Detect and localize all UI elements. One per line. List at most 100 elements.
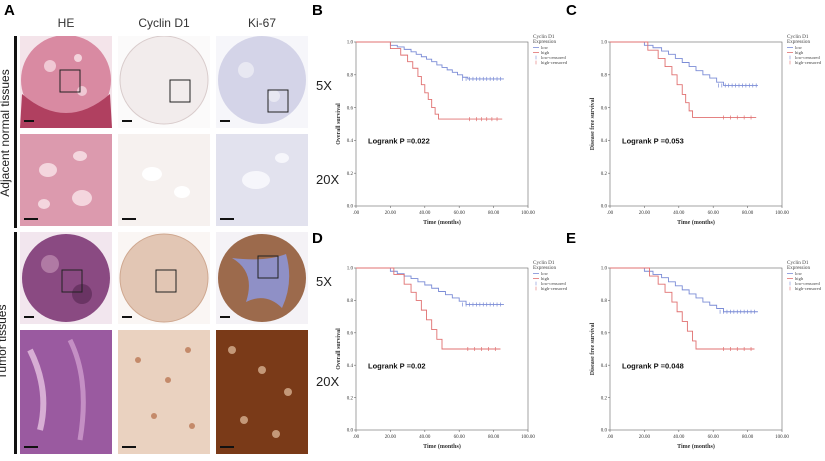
x-tick-label: .00 bbox=[353, 435, 360, 440]
series-line-high bbox=[356, 41, 503, 120]
x-axis-label: Time (months) bbox=[677, 443, 715, 450]
legend-entry: low bbox=[795, 271, 803, 276]
legend-title-line2: Expression bbox=[533, 39, 556, 45]
y-axis-label: Overall survival bbox=[336, 328, 342, 370]
y-tick-label: 0.4 bbox=[347, 364, 354, 369]
plot-frame bbox=[609, 41, 783, 207]
legend-entry: high bbox=[541, 276, 550, 281]
legend-title-line2: Expression bbox=[533, 265, 556, 271]
x-tick-label: 100.00 bbox=[521, 211, 535, 216]
x-tick-label: 80.00 bbox=[742, 211, 754, 216]
km-chart-d: 0.0 0.2 0.4 0.6 0.8 1.0 .00 20.00 40.00 60.00 80.0… bbox=[330, 248, 568, 456]
x-tick-label: 60.00 bbox=[708, 211, 720, 216]
x-tick-label: 60.00 bbox=[454, 435, 466, 440]
x-tick-label: 80.00 bbox=[742, 435, 754, 440]
x-tick-label: 100.00 bbox=[775, 211, 789, 216]
image-tumor-ki67-5x bbox=[216, 232, 308, 324]
panel-e-letter: E bbox=[566, 230, 577, 247]
image-normal-ki67-20x bbox=[216, 134, 308, 226]
magnification-tumor-5x: 5X bbox=[316, 274, 332, 289]
km-chart-b: 0.0 0.2 0.4 0.6 0.8 1.0 .00 20.00 40.00 60.00 80.0… bbox=[330, 22, 568, 232]
logrank-pvalue: Logrank P =0.053 bbox=[622, 137, 684, 146]
legend-title-line2: Expression bbox=[787, 265, 810, 271]
x-axis-label: Time (months) bbox=[677, 219, 715, 226]
plot-frame bbox=[355, 41, 529, 207]
legend-entry: high-censored bbox=[795, 60, 822, 65]
image-tumor-cyclin-20x bbox=[118, 330, 210, 454]
magnification-normal-20x: 20X bbox=[316, 172, 340, 187]
legend-entry: low-censored bbox=[795, 281, 820, 286]
x-tick-label: 20.00 bbox=[639, 211, 651, 216]
image-tumor-he-5x bbox=[20, 232, 112, 324]
y-tick-label: 0.0 bbox=[601, 429, 608, 434]
y-tick-label: 0.8 bbox=[601, 74, 608, 79]
x-tick-label: .00 bbox=[607, 211, 614, 216]
image-normal-cyclin-20x bbox=[118, 134, 210, 226]
x-tick-label: 60.00 bbox=[454, 211, 466, 216]
series-line-low bbox=[610, 267, 758, 313]
panel-c-letter: C bbox=[566, 2, 577, 19]
legend-title: Cyclin D1 bbox=[533, 34, 555, 40]
y-tick-label: 0.0 bbox=[601, 205, 608, 210]
y-tick-label: 1.0 bbox=[347, 267, 354, 272]
column-header-cyclin-d1: Cyclin D1 bbox=[138, 16, 190, 30]
series-line-low bbox=[610, 41, 758, 86]
y-tick-label: 0.2 bbox=[347, 396, 354, 401]
x-tick-label: 40.00 bbox=[673, 435, 685, 440]
y-tick-label: 1.0 bbox=[347, 41, 354, 46]
x-tick-label: 40.00 bbox=[419, 211, 431, 216]
column-header-ki67: Ki-67 bbox=[247, 16, 276, 30]
legend-title-line2: Expression bbox=[787, 39, 810, 45]
x-tick-label: 80.00 bbox=[488, 435, 500, 440]
panel-a-letter: A bbox=[4, 2, 15, 19]
x-tick-label: 20.00 bbox=[385, 435, 397, 440]
x-tick-label: 100.00 bbox=[521, 435, 535, 440]
y-tick-label: 0.2 bbox=[601, 172, 608, 177]
legend-entry: high bbox=[795, 276, 804, 281]
x-tick-label: 40.00 bbox=[419, 435, 431, 440]
legend-entry: low-censored bbox=[541, 281, 566, 286]
km-chart-c: 0.0 0.2 0.4 0.6 0.8 1.0 .00 20.00 40.00 60.00 80.0… bbox=[584, 22, 822, 232]
series-line-high bbox=[610, 41, 757, 118]
image-tumor-he-20x bbox=[20, 330, 112, 454]
legend-entry: high-censored bbox=[795, 286, 822, 291]
bracket-tumor bbox=[14, 232, 17, 454]
image-normal-cyclin-5x bbox=[118, 36, 210, 128]
legend-entry: high-censored bbox=[541, 286, 568, 291]
y-tick-label: 1.0 bbox=[601, 41, 608, 46]
y-tick-label: 1.0 bbox=[601, 267, 608, 272]
y-tick-label: 0.0 bbox=[347, 205, 354, 210]
y-axis-label: Disease free survival bbox=[590, 322, 596, 375]
image-tumor-cyclin-5x bbox=[118, 232, 210, 324]
y-tick-label: 0.6 bbox=[601, 106, 608, 111]
legend-entry: high bbox=[541, 50, 550, 55]
series-line-low bbox=[356, 41, 504, 80]
x-tick-label: .00 bbox=[607, 435, 614, 440]
bracket-normal bbox=[14, 36, 17, 228]
row-label-tumor: Tumor tissues bbox=[0, 304, 9, 380]
y-tick-label: 0.8 bbox=[601, 299, 608, 304]
x-tick-label: 20.00 bbox=[385, 211, 397, 216]
y-tick-label: 0.2 bbox=[601, 396, 608, 401]
x-axis-label: Time (months) bbox=[423, 219, 461, 226]
y-tick-label: 0.6 bbox=[347, 332, 354, 337]
km-chart-e: 0.0 0.2 0.4 0.6 0.8 1.0 .00 20.00 40.00 60.00 80.0… bbox=[584, 248, 822, 456]
plot-frame bbox=[609, 267, 783, 431]
y-tick-label: 0.8 bbox=[347, 74, 354, 79]
x-tick-label: 40.00 bbox=[673, 211, 685, 216]
y-tick-label: 0.6 bbox=[601, 332, 608, 337]
y-axis-label: Overall survival bbox=[336, 103, 342, 145]
y-tick-label: 0.2 bbox=[347, 172, 354, 177]
panel-b-letter: B bbox=[312, 2, 323, 19]
legend-entry: high-censored bbox=[541, 60, 568, 65]
x-tick-label: .00 bbox=[353, 211, 360, 216]
logrank-pvalue: Logrank P =0.048 bbox=[622, 361, 684, 370]
x-tick-label: 80.00 bbox=[488, 211, 500, 216]
image-normal-he-20x bbox=[20, 134, 112, 226]
legend-entry: low-censored bbox=[795, 55, 820, 60]
series-line-high bbox=[610, 267, 755, 350]
image-tumor-ki67-20x bbox=[216, 330, 308, 454]
legend-entry: low bbox=[795, 45, 803, 50]
legend-title: Cyclin D1 bbox=[787, 260, 809, 266]
x-tick-label: 100.00 bbox=[775, 435, 789, 440]
